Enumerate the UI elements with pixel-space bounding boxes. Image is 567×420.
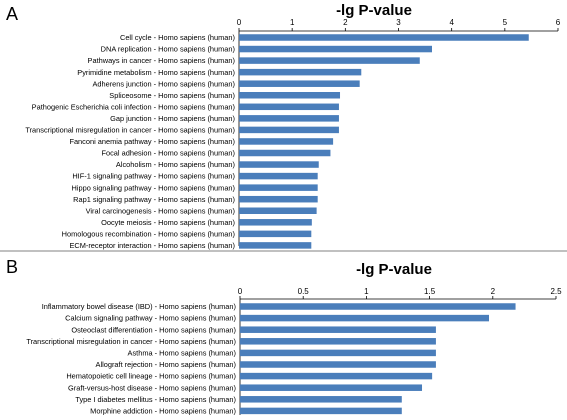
panel-a-bar bbox=[239, 230, 312, 238]
panel-a-category-label: Adherens junction - Homo sapiens (human) bbox=[92, 79, 235, 88]
panel-b-x-tick-label: 0 bbox=[238, 287, 243, 296]
panel-a-bar bbox=[239, 68, 362, 76]
panel-a-category-label: Pyrimidine metabolism - Homo sapiens (hu… bbox=[77, 68, 235, 77]
panel-b-bars bbox=[240, 303, 516, 415]
panel-a-x-tick-label: 6 bbox=[556, 18, 561, 27]
panel-a-category-label: Focal adhesion - Homo sapiens (human) bbox=[101, 149, 235, 158]
panel-a-category-label: Transcriptional misregulation in cancer … bbox=[25, 126, 235, 135]
panel-a-bar bbox=[239, 92, 341, 99]
panel-a-x-tick-label: 1 bbox=[290, 18, 295, 27]
panel-a-x-ticks: 0 1 2 3 4 5 6 bbox=[237, 18, 561, 31]
panel-b-bar bbox=[240, 314, 490, 322]
panel-a-x-tick-label: 4 bbox=[449, 18, 454, 27]
panel-a-bar bbox=[239, 172, 318, 180]
panel-b-category-label: Osteoclast differentiation - Homo sapien… bbox=[71, 325, 236, 334]
panel-b-title: -lg P-value bbox=[356, 261, 432, 278]
panel-b-bar bbox=[240, 326, 436, 333]
panel-a-bar bbox=[239, 57, 420, 64]
panel-a-letter: A bbox=[6, 4, 18, 24]
panel-a-bar bbox=[239, 242, 312, 249]
panel-a-x-tick-label: 3 bbox=[396, 18, 401, 27]
panel-a-bar bbox=[239, 219, 312, 226]
panel-a-category-label: Oocyte meiosis - Homo sapiens (human) bbox=[101, 218, 235, 227]
panel-a-category-label: Fanconi anemia pathway - Homo sapiens (h… bbox=[69, 137, 235, 146]
panel-a-bar bbox=[239, 195, 318, 203]
panel-b-category-label: Calcium signaling pathway - Homo sapiens… bbox=[65, 314, 236, 323]
panel-b-bar bbox=[240, 303, 516, 310]
panel-a-category-label: Cell cycle - Homo sapiens (human) bbox=[120, 33, 235, 42]
panel-a-category-label: Alcoholism - Homo sapiens (human) bbox=[116, 160, 235, 169]
panel-b-x-ticks: 0 0.5 1 1.5 2 2.5 bbox=[238, 287, 562, 299]
panel-b-category-label: Hematopoietic cell lineage - Homo sapien… bbox=[66, 372, 236, 381]
panel-a-bar bbox=[239, 126, 339, 134]
panel-a-category-label: Gap junction - Homo sapiens (human) bbox=[110, 114, 235, 123]
panel-b-category-label: Morphine addiction - Homo sapiens (human… bbox=[90, 407, 236, 416]
panel-b-bar bbox=[240, 384, 423, 391]
panel-a-bar bbox=[239, 34, 529, 41]
panel-a-bar bbox=[239, 115, 339, 122]
panel-b-bar bbox=[240, 338, 436, 345]
panel-b-x-tick-label: 2 bbox=[491, 287, 496, 296]
panel-b-category-label: Type I diabetes mellitus - Homo sapiens … bbox=[75, 395, 236, 404]
panel-a-category-label: ECM-receptor interaction - Homo sapiens … bbox=[69, 241, 235, 250]
panel-a-category-label: Homologous recombination - Homo sapiens … bbox=[62, 229, 235, 238]
panel-b-bar bbox=[240, 396, 402, 403]
panel-b-category-labels: Inflammatory bowel disease (IBD) - Homo … bbox=[26, 302, 236, 415]
panel-b: B -lg P-value 0 0.5 1 1.5 2 2.5 Inflammatory … bbox=[6, 257, 562, 416]
panel-b-x-tick-label: 1.5 bbox=[424, 287, 436, 296]
panel-a-title: -lg P-value bbox=[336, 2, 412, 19]
panel-a-category-label: Rap1 signaling pathway - Homo sapiens (h… bbox=[73, 195, 235, 204]
panel-a-bar bbox=[239, 149, 331, 157]
panel-b-x-tick-label: 2.5 bbox=[550, 287, 562, 296]
panel-b-bar bbox=[240, 372, 433, 380]
panel-a-category-label: Viral carcinogenesis - Homo sapiens (hum… bbox=[86, 206, 235, 215]
panel-b-category-label: Asthma - Homo sapiens (human) bbox=[128, 349, 236, 358]
panel-b-x-tick-label: 1 bbox=[364, 287, 369, 296]
panel-a-category-label: Spliceosome - Homo sapiens (human) bbox=[109, 91, 235, 100]
panel-a-category-labels: Cell cycle - Homo sapiens (human) DNA rep… bbox=[25, 33, 235, 250]
panel-b-bar bbox=[240, 407, 402, 415]
panel-a-x-tick-label: 5 bbox=[503, 18, 508, 27]
panel-a-bar bbox=[239, 161, 319, 168]
panel-a-bar bbox=[239, 45, 432, 53]
panel-a-bar bbox=[239, 138, 334, 145]
panel-a-category-label: Hippo signaling pathway - Homo sapiens (… bbox=[72, 183, 236, 192]
panel-b-bar bbox=[240, 361, 436, 368]
panel-a-category-label: Pathways in cancer - Homo sapiens (human… bbox=[88, 56, 235, 65]
panel-b-category-label: Transcriptional misregulation in cancer … bbox=[26, 337, 236, 346]
panel-a-category-label: Pathogenic Escherichia coli infection - … bbox=[32, 102, 235, 111]
panel-a-bar bbox=[239, 80, 360, 87]
panel-a-bars bbox=[239, 34, 529, 249]
panel-a-category-label: HIF-1 signaling pathway - Homo sapiens (… bbox=[72, 172, 235, 181]
panel-b-letter: B bbox=[6, 257, 18, 277]
panel-b-bar bbox=[240, 349, 436, 357]
panel-b-category-label: Graft-versus-host disease - Homo sapiens… bbox=[68, 383, 236, 392]
panel-a-category-label: DNA replication - Homo sapiens (human) bbox=[101, 45, 235, 54]
panel-a-x-tick-label: 0 bbox=[237, 18, 242, 27]
panel-b-x-tick-label: 0.5 bbox=[298, 287, 310, 296]
panel-b-category-label: Allograft rejection - Homo sapiens (huma… bbox=[96, 360, 236, 369]
panel-a-bar bbox=[239, 103, 339, 111]
panel-a-x-tick-label: 2 bbox=[343, 18, 348, 27]
panel-a-bar bbox=[239, 184, 318, 191]
panel-a: A -lg P-value 0 1 2 3 4 5 6 Cell cycle - Homo … bbox=[6, 2, 561, 250]
panel-b-category-label: Inflammatory bowel disease (IBD) - Homo … bbox=[42, 302, 236, 311]
panel-a-bar bbox=[239, 207, 317, 214]
